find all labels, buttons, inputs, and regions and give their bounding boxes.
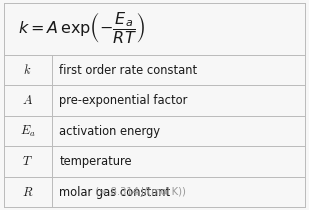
Text: temperature: temperature: [59, 155, 132, 168]
Text: activation energy: activation energy: [59, 125, 160, 138]
Text: $R$: $R$: [22, 186, 33, 199]
Text: $T$: $T$: [22, 155, 33, 168]
Text: (≈ 8.314 J/(mol K)): (≈ 8.314 J/(mol K)): [89, 187, 186, 197]
Text: first order rate constant: first order rate constant: [59, 64, 197, 77]
Text: pre-exponential factor: pre-exponential factor: [59, 94, 188, 107]
Text: $k$: $k$: [23, 63, 32, 77]
Text: $A$: $A$: [22, 94, 33, 107]
Text: molar gas constant: molar gas constant: [59, 186, 171, 199]
Text: $k = A\,\exp\!\left(-\dfrac{E_a}{RT}\right)$: $k = A\,\exp\!\left(-\dfrac{E_a}{RT}\rig…: [18, 11, 145, 46]
Text: $E_a$: $E_a$: [20, 123, 36, 139]
